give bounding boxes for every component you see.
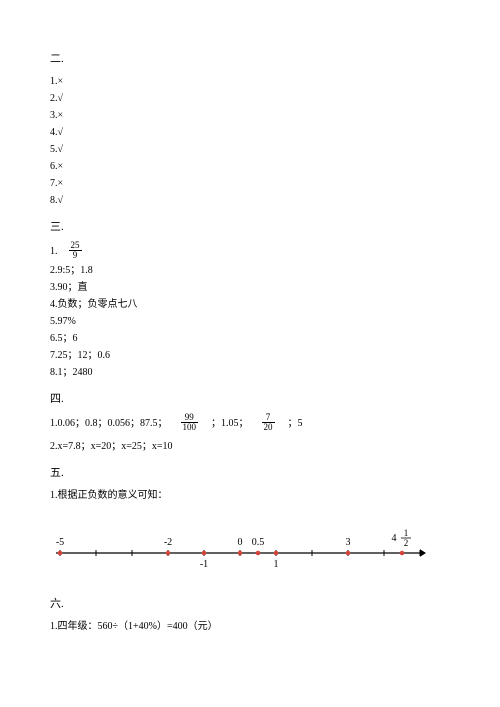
page-content: 二. 1.× 2.√ 3.× 4.√ 5.√ 6.× 7.× 8.√ 三. 1.… (0, 0, 500, 666)
section-6-body: 1.四年级：560÷（1+40%）=400（元） (50, 619, 450, 634)
s3-item: 8.1；2480 (50, 365, 450, 380)
section-3-heading: 三. (50, 218, 450, 234)
s2-item: 1.× (50, 74, 450, 89)
section-5-body: 1.根据正负数的意义可知： -5-2-100.513412 (50, 488, 450, 579)
fraction-den: 9 (69, 251, 82, 260)
section-6-heading: 六. (50, 595, 450, 611)
s4-line1: 1.0.06；0.8；0.056；87.5； 99 100 ；1.05； 7 2… (50, 414, 450, 433)
section-4-body: 1.0.06；0.8；0.056；87.5； 99 100 ；1.05； 7 2… (50, 414, 450, 454)
svg-text:1: 1 (404, 528, 409, 538)
svg-text:-2: -2 (164, 537, 172, 548)
s4-l1-b: ；1.05； (211, 416, 249, 431)
s3-item1-prefix: 1. (50, 244, 58, 259)
svg-text:-1: -1 (200, 559, 208, 570)
svg-text:-5: -5 (56, 537, 64, 548)
fraction-den: 100 (181, 423, 199, 432)
s3-item1-fraction: 25 9 (69, 241, 82, 260)
s4-frac2: 7 20 (262, 413, 275, 432)
section-2-heading: 二. (50, 50, 450, 66)
s3-item: 2.9:5；1.8 (50, 263, 450, 278)
svg-text:0.5: 0.5 (252, 537, 265, 548)
section-5-heading: 五. (50, 464, 450, 480)
s2-item: 2.√ (50, 91, 450, 106)
s3-item: 3.90；直 (50, 280, 450, 295)
s3-item: 4.负数；负零点七八 (50, 297, 450, 312)
section-3-body: 1. 25 9 2.9:5；1.8 3.90；直 4.负数；负零点七八 5.97… (50, 242, 450, 380)
svg-text:0: 0 (238, 537, 243, 548)
s2-item: 7.× (50, 176, 450, 191)
section-2-body: 1.× 2.√ 3.× 4.√ 5.√ 6.× 7.× 8.√ (50, 74, 450, 208)
s4-l1-a: 1.0.06；0.8；0.056；87.5； (50, 416, 168, 431)
s5-line1: 1.根据正负数的意义可知： (50, 488, 450, 503)
svg-text:4: 4 (392, 533, 397, 544)
s6-line1: 1.四年级：560÷（1+40%）=400（元） (50, 619, 450, 634)
s2-item: 6.× (50, 159, 450, 174)
s3-item1: 1. 25 9 (50, 242, 450, 261)
s2-item: 8.√ (50, 193, 450, 208)
s4-frac1: 99 100 (181, 413, 199, 432)
s3-item: 7.25；12；0.6 (50, 348, 450, 363)
svg-text:3: 3 (346, 537, 351, 548)
section-4-heading: 四. (50, 390, 450, 406)
number-line-container: -5-2-100.513412 (50, 515, 430, 579)
s2-item: 5.√ (50, 142, 450, 157)
s3-item: 6.5；6 (50, 331, 450, 346)
s2-item: 3.× (50, 108, 450, 123)
s4-l1-c: ；5 (288, 416, 303, 431)
svg-text:2: 2 (404, 538, 409, 548)
fraction-den: 20 (262, 423, 275, 432)
number-line-svg: -5-2-100.513412 (50, 515, 430, 579)
s3-item: 5.97% (50, 314, 450, 329)
s2-item: 4.√ (50, 125, 450, 140)
svg-text:1: 1 (274, 559, 279, 570)
s4-line2: 2.x=7.8；x=20；x=25；x=10 (50, 439, 450, 454)
